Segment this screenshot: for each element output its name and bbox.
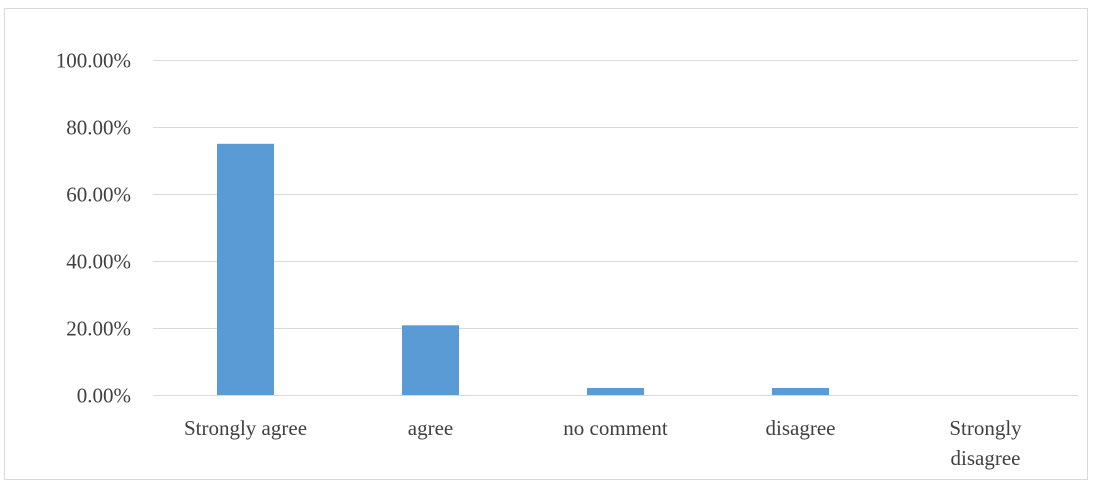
gridlines <box>153 60 1078 329</box>
x-tick-label-line: Strongly <box>949 416 1022 440</box>
bar <box>217 143 274 396</box>
y-tick-label: 80.00% <box>66 116 131 140</box>
bar <box>587 388 644 395</box>
x-tick-label-line: agree <box>408 416 453 440</box>
bar <box>402 325 459 395</box>
x-tick-label: no comment <box>563 416 668 440</box>
chart-frame <box>4 8 1088 480</box>
x-tick-label-line: no comment <box>563 416 668 440</box>
bars <box>217 143 829 396</box>
x-tick-labels: Strongly agree agree no comment disagree Str… <box>184 416 1022 470</box>
y-tick-labels: 0.00% 20.00% 40.00% 60.00% 80.00% 100.00% <box>56 49 131 408</box>
y-tick-label: 60.00% <box>66 183 131 207</box>
y-tick-label: 40.00% <box>66 250 131 274</box>
y-tick-label: 20.00% <box>66 317 131 341</box>
x-tick-label: disagree <box>766 416 836 440</box>
x-tick-label-line: Strongly agree <box>184 416 307 440</box>
y-tick-label: 100.00% <box>56 49 131 73</box>
x-tick-label-line: disagree <box>766 416 836 440</box>
bar <box>772 388 829 395</box>
x-tick-label: agree <box>408 416 453 440</box>
x-tick-label: Strongly disagree <box>949 416 1022 470</box>
x-tick-label: Strongly agree <box>184 416 307 440</box>
y-tick-label: 0.00% <box>77 384 131 408</box>
x-tick-label-line: disagree <box>951 446 1021 470</box>
